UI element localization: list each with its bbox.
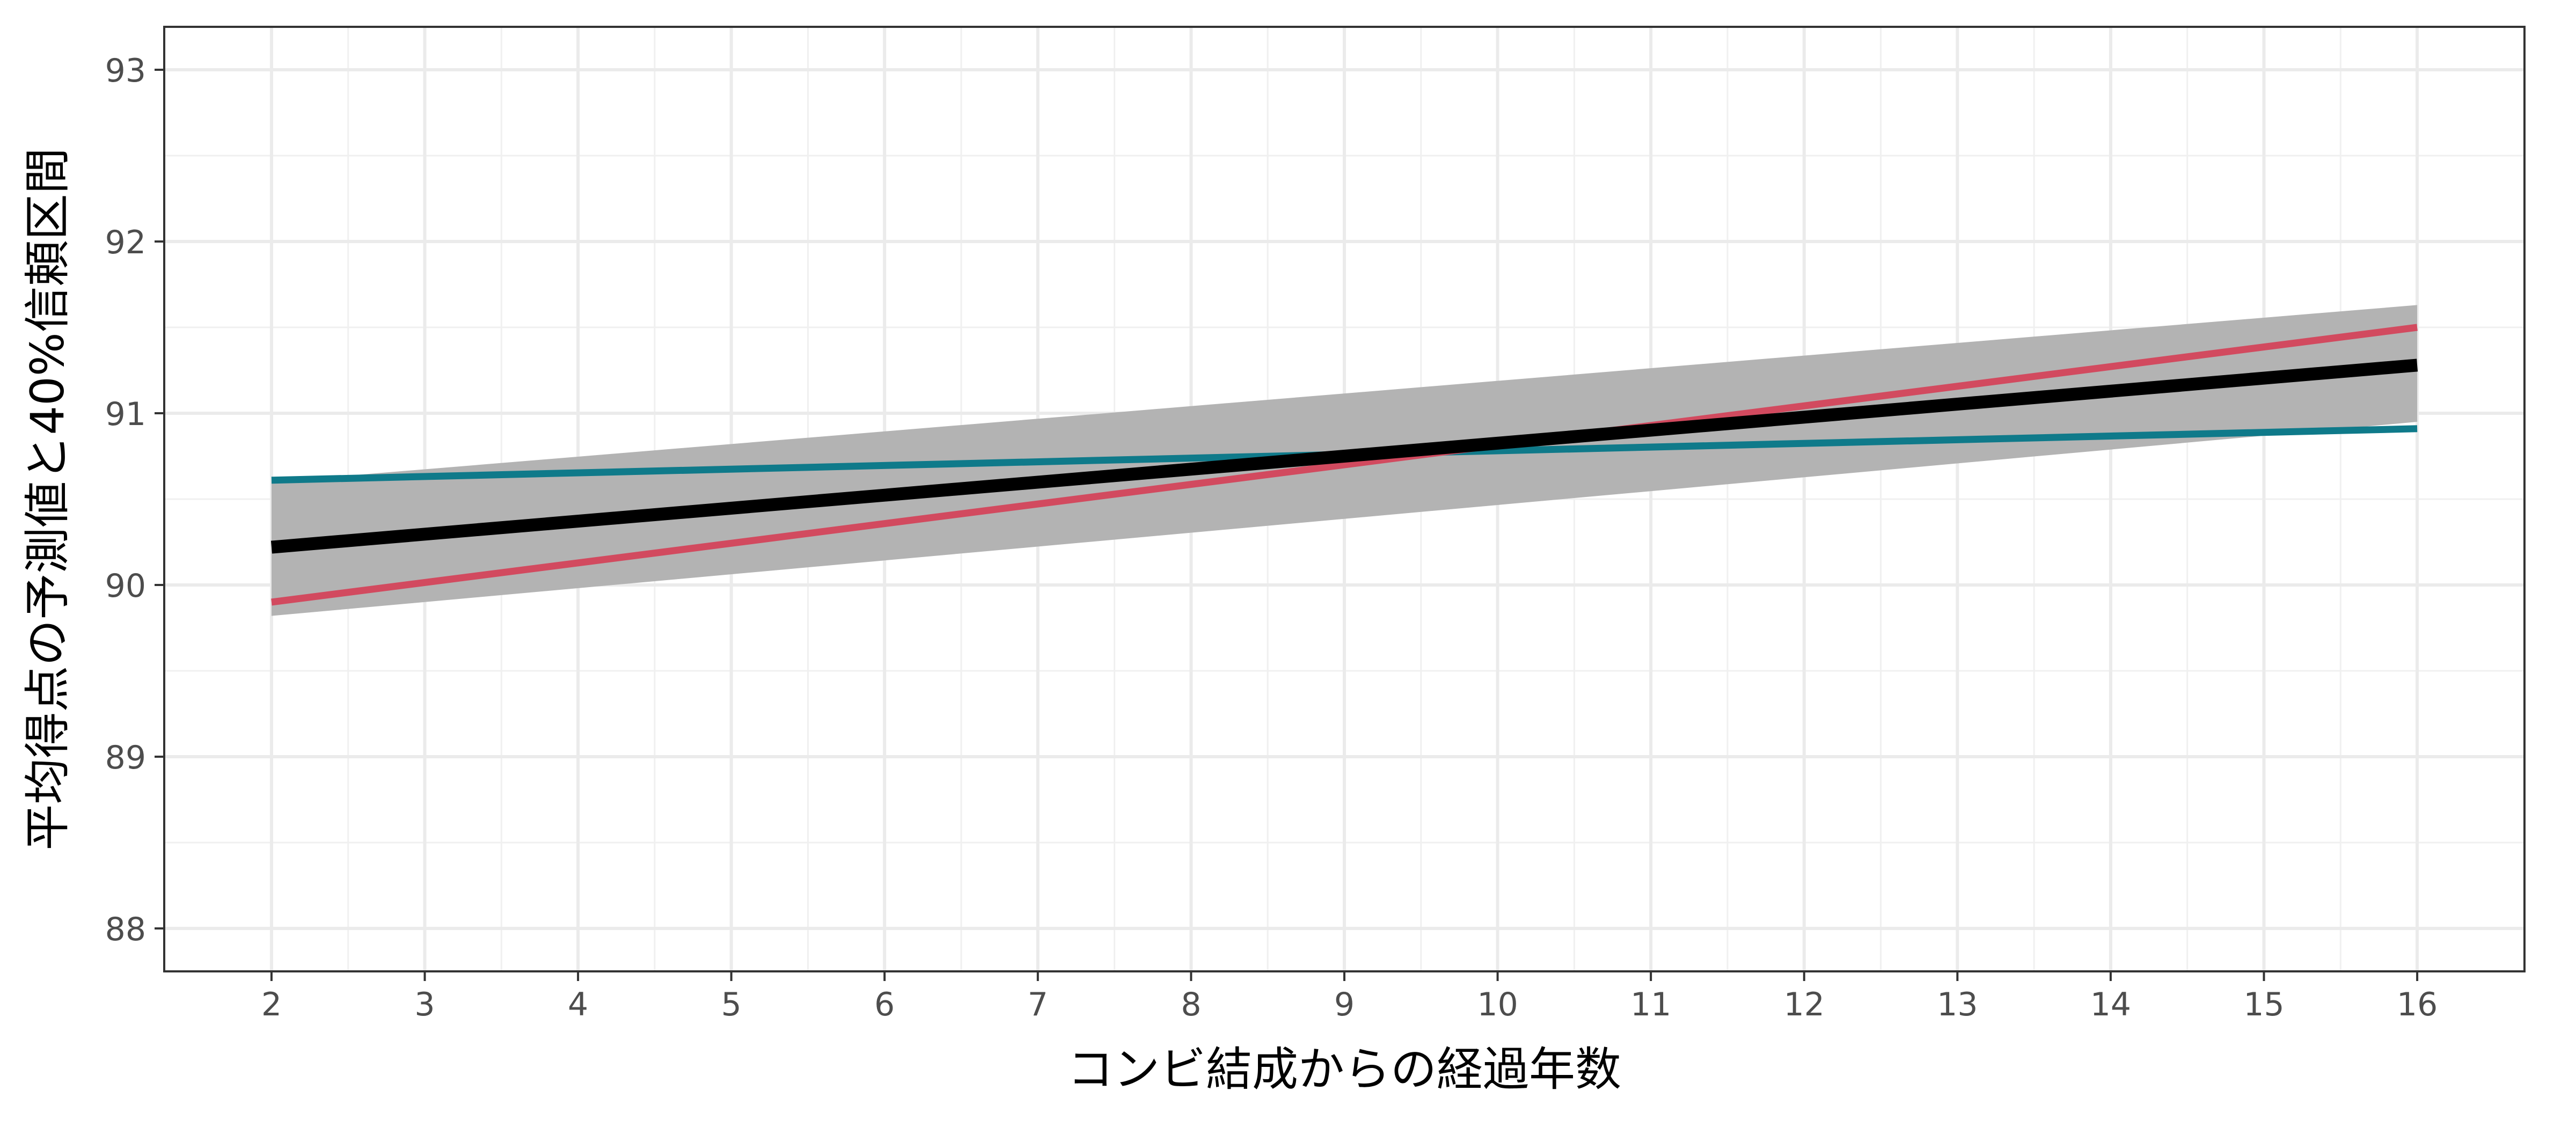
x-tick-label: 12	[1784, 986, 1825, 1023]
x-axis-title: コンビ結成からの経過年数	[1067, 1043, 1621, 1096]
x-tick-label: 13	[1937, 986, 1978, 1023]
y-tick-label: 91	[105, 396, 146, 433]
y-axis: 88 89 90 91 92 93	[105, 52, 164, 948]
x-tick-label: 9	[1334, 986, 1355, 1023]
y-tick-label: 93	[105, 52, 146, 90]
x-tick-label: 2	[261, 986, 282, 1023]
y-tick-label: 90	[105, 567, 146, 605]
y-tick-label: 92	[105, 224, 146, 261]
x-tick-label: 16	[2397, 986, 2438, 1023]
x-tick-label: 14	[2090, 986, 2131, 1023]
series-layer	[270, 324, 2418, 606]
x-tick-label: 4	[568, 986, 588, 1023]
x-tick-label: 11	[1630, 986, 1671, 1023]
x-tick-label: 10	[1477, 986, 1518, 1023]
x-tick-label: 15	[2243, 986, 2284, 1023]
x-tick-label: 5	[721, 986, 742, 1023]
y-tick-label: 88	[105, 911, 146, 948]
x-tick-label: 3	[414, 986, 435, 1023]
x-tick-label: 8	[1181, 986, 1201, 1023]
x-tick-label: 7	[1028, 986, 1048, 1023]
series-line-2	[271, 324, 2418, 606]
x-tick-label: 6	[874, 986, 895, 1023]
y-tick-label: 89	[105, 739, 146, 777]
y-axis-title: 平均得点の予測値と40%信頼区間	[21, 148, 75, 850]
series-line-3	[270, 358, 2418, 554]
x-axis: 2 3 4 5 6 7 8 9 10 11 12 13 14 15 16	[261, 971, 2438, 1023]
